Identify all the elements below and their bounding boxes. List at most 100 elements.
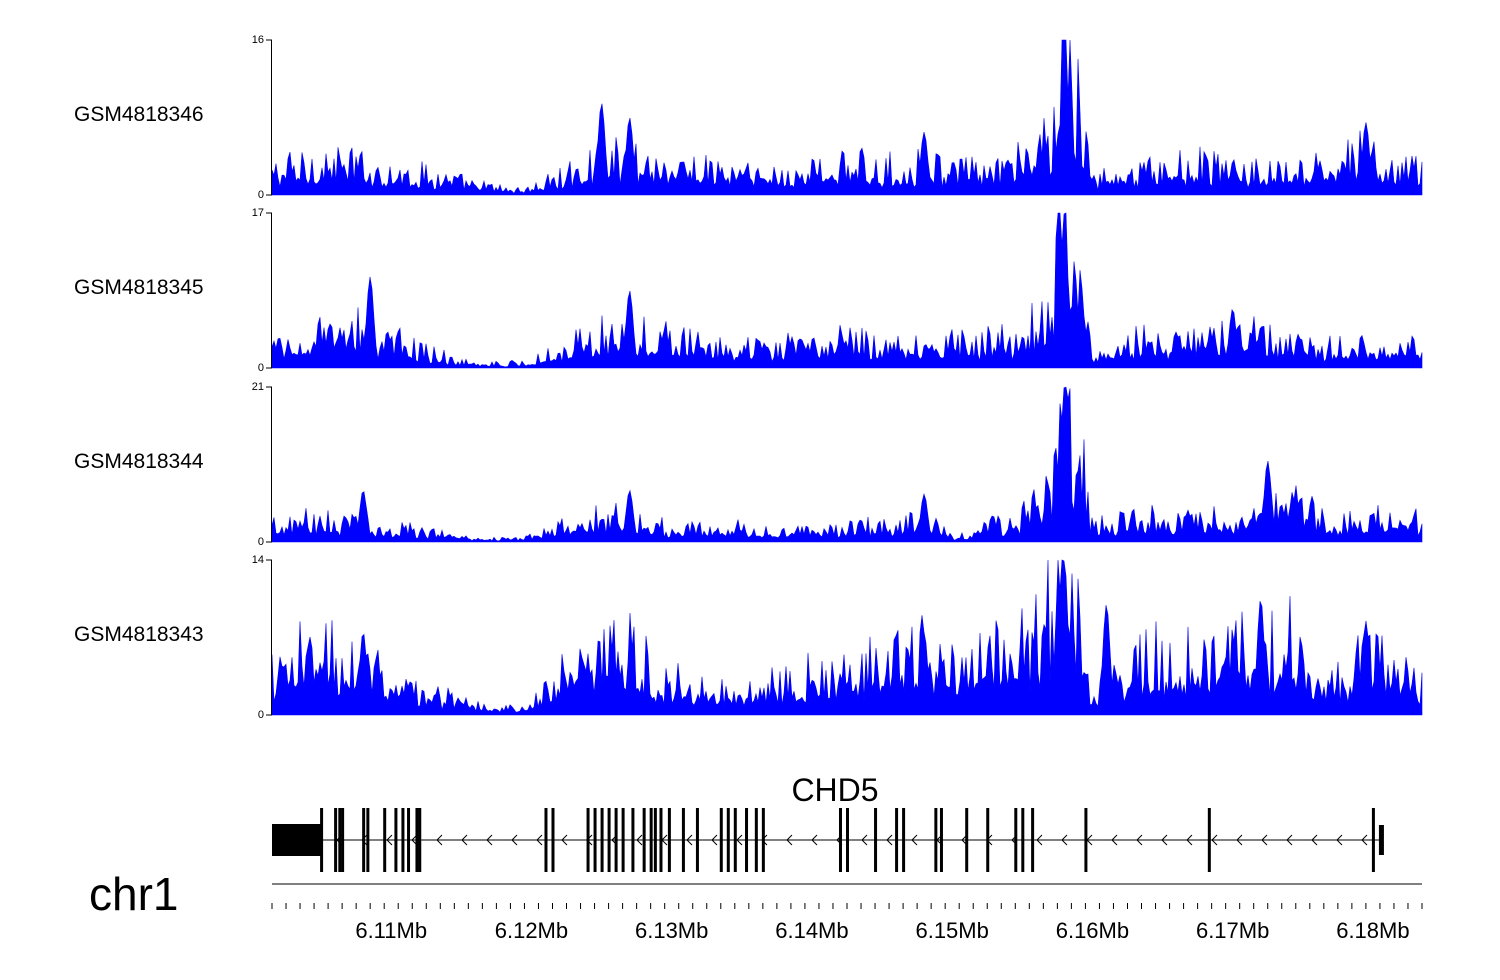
track-name-label: GSM4818344: [74, 450, 204, 473]
coverage-area: [271, 386, 1423, 543]
exon-mark: [401, 808, 405, 872]
x-tick-label: 6.17Mb: [1195, 918, 1270, 943]
exon-mark: [551, 808, 555, 872]
strand-arrow: [636, 834, 643, 846]
coverage-track-GSM4818345: [266, 212, 1423, 369]
strand-arrow: [1261, 834, 1268, 846]
exon-mark: [631, 808, 635, 872]
strand-arrow: [736, 834, 743, 846]
exon-mark: [415, 808, 419, 872]
exon-mark: [934, 808, 938, 872]
x-tick-label: 6.14Mb: [775, 918, 849, 943]
strand-arrow: [811, 834, 818, 846]
exon-mark: [338, 808, 342, 872]
exon-mark: [986, 808, 990, 872]
strand-arrow: [1036, 834, 1043, 846]
genomic-axis: [271, 883, 1423, 909]
x-tick-label: 6.13Mb: [634, 918, 709, 943]
track-name-label: GSM4818343: [74, 623, 204, 646]
exon-mark: [649, 808, 653, 872]
strand-arrow: [911, 834, 918, 846]
y-min-label: 0: [257, 189, 264, 201]
chromosome-label: chr1: [89, 868, 179, 920]
x-tick-label: 6.15Mb: [915, 918, 989, 943]
exon-mark: [1021, 808, 1025, 872]
y-max-label: 14: [251, 554, 264, 566]
track-name-label: GSM4818346: [74, 103, 204, 126]
strand-arrow: [1361, 834, 1368, 846]
strand-arrow: [1286, 834, 1293, 846]
exon-mark: [659, 808, 663, 872]
strand-arrow: [536, 834, 543, 846]
y-max-label: 17: [251, 207, 264, 219]
exon-mark: [362, 808, 366, 872]
exon-mark: [653, 808, 657, 872]
exon-mark: [341, 808, 345, 872]
strand-arrow: [361, 834, 368, 846]
exon-mark: [838, 808, 842, 872]
exon-mark: [366, 808, 370, 872]
exon-mark: [846, 808, 849, 872]
exon-mark: [1207, 808, 1211, 872]
coverage-track-GSM4818344: [266, 386, 1423, 543]
exon-mark: [939, 808, 943, 872]
gene-utr-block: [272, 824, 322, 856]
gene-name-label: CHD5: [791, 772, 879, 808]
exon-mark: [621, 808, 625, 872]
exon-mark: [726, 808, 730, 872]
strand-arrow: [886, 834, 893, 846]
strand-arrow: [461, 834, 468, 846]
strand-arrow: [686, 834, 693, 846]
track-name-label: GSM4818345: [74, 276, 204, 299]
coverage-track-GSM4818346: [266, 39, 1423, 196]
exon-mark: [418, 808, 422, 872]
exon-mark: [614, 808, 618, 872]
strand-arrow: [861, 834, 868, 846]
exon-mark: [586, 808, 590, 872]
x-tick-label: 6.16Mb: [1055, 918, 1130, 943]
strand-arrow: [1061, 834, 1068, 846]
strand-arrow: [1111, 834, 1118, 846]
exon-mark: [695, 808, 699, 872]
exon-mark: [320, 808, 324, 872]
strand-arrow: [1136, 834, 1143, 846]
exon-mark: [874, 808, 878, 872]
exon-mark: [667, 808, 671, 872]
coverage-track-GSM4818343: [266, 559, 1423, 716]
exon-mark: [1031, 808, 1035, 872]
strand-arrow: [511, 834, 518, 846]
exon-mark: [754, 808, 758, 872]
x-tick-label: 6.12Mb: [494, 918, 569, 943]
exon-mark: [544, 808, 548, 872]
exon-mark: [681, 808, 685, 872]
x-tick-label: 6.11Mb: [355, 918, 428, 943]
y-max-label: 21: [251, 381, 264, 393]
exon-mark: [965, 808, 969, 872]
strand-arrow: [1311, 834, 1318, 846]
gene-model-chd5: [272, 808, 1384, 872]
strand-arrow: [486, 834, 493, 846]
exon-mark: [607, 808, 611, 872]
exon-mark: [1014, 808, 1018, 872]
y-max-label: 16: [251, 34, 264, 46]
exon-mark: [895, 808, 899, 872]
exon-mark: [761, 808, 765, 872]
y-min-label: 0: [257, 536, 264, 548]
strand-arrow: [411, 834, 418, 846]
strand-arrow: [1336, 834, 1343, 846]
y-min-label: 0: [257, 709, 264, 721]
strand-arrow: [786, 834, 793, 846]
strand-arrow: [386, 834, 393, 846]
y-min-label: 0: [257, 362, 264, 374]
coverage-tracks: [266, 39, 1423, 716]
exon-mark: [745, 808, 749, 872]
strand-arrow: [1161, 834, 1168, 846]
strand-arrow: [1186, 834, 1193, 846]
strand-arrow: [561, 834, 568, 846]
strand-arrow: [711, 834, 718, 846]
coverage-area: [271, 212, 1423, 369]
exon-mark: [383, 808, 387, 872]
exon-mark: [394, 808, 398, 872]
gene-end-block: [1378, 825, 1384, 855]
